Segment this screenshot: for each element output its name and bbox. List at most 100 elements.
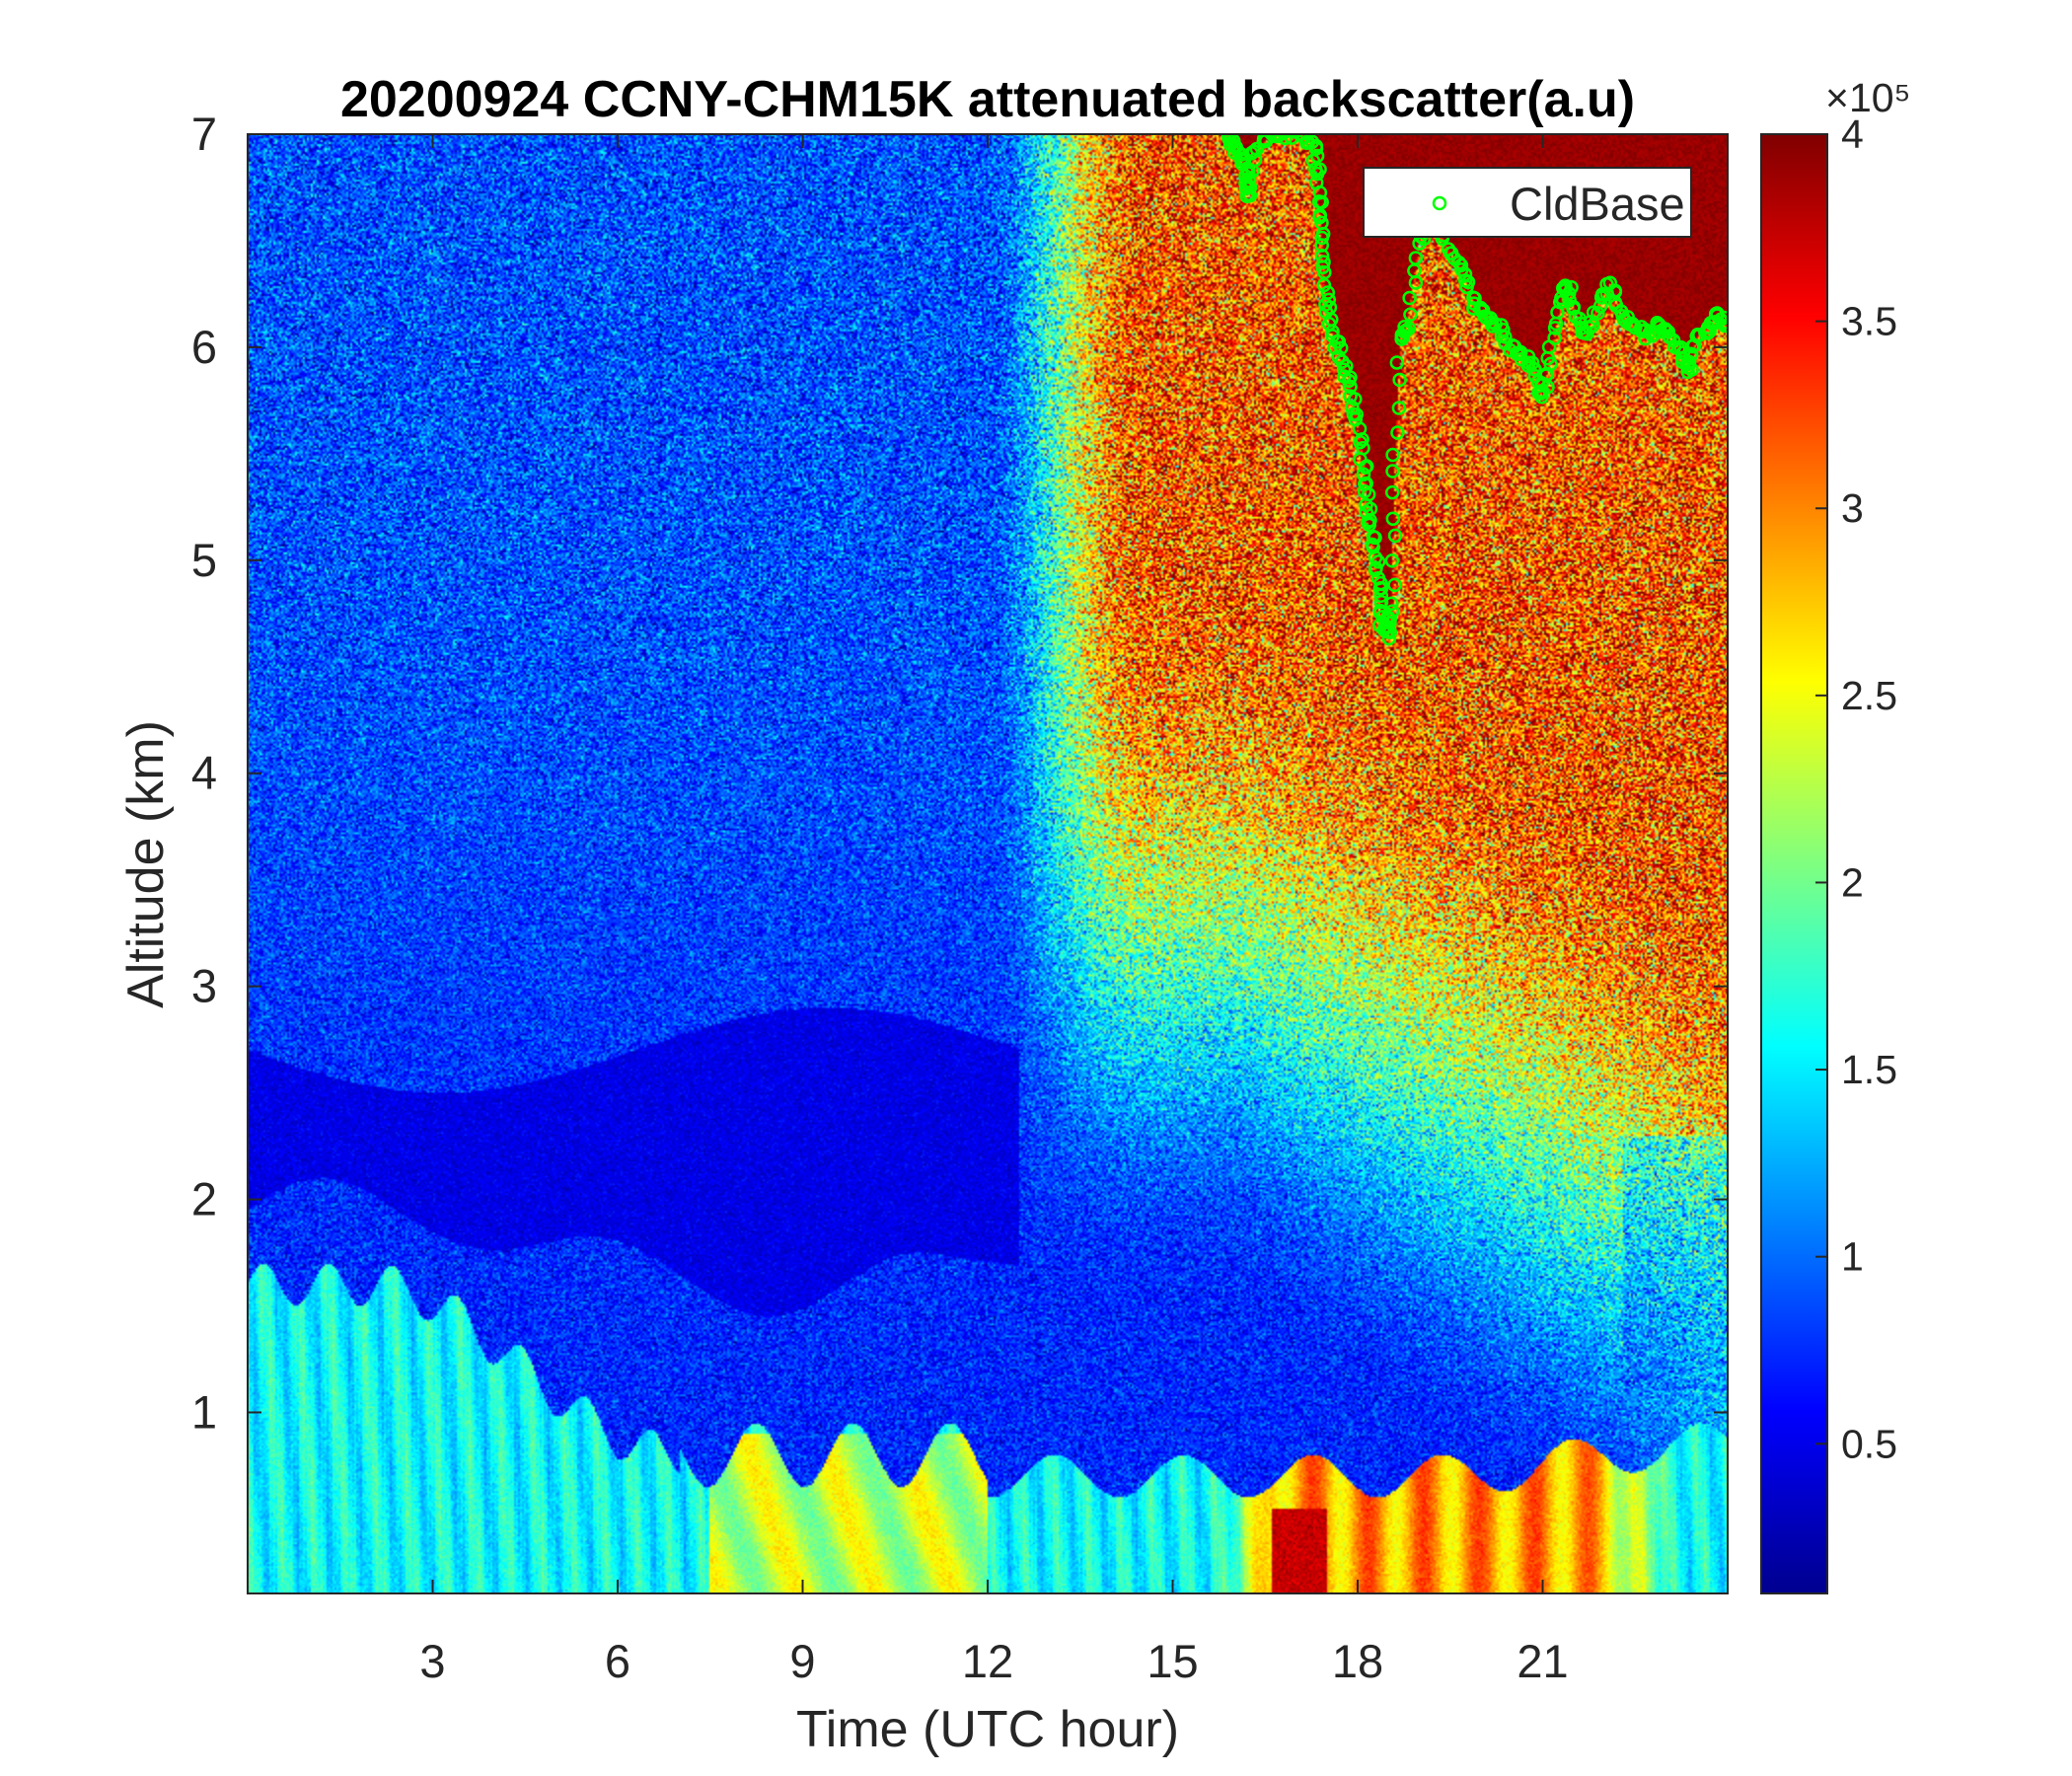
colorbar-tick-label: 1: [1841, 1234, 1864, 1280]
y-tick-label: 7: [191, 108, 217, 160]
cldbase-point: [1312, 185, 1328, 200]
cldbase-point: [1316, 277, 1332, 293]
cldbase-point: [1562, 292, 1577, 308]
cldbase-point: [1373, 581, 1389, 596]
cldbase-point: [1391, 401, 1407, 415]
y-axis-ticks: 1 2 3 4 5 6 7: [191, 108, 1728, 1438]
cldbase-point: [1314, 238, 1330, 253]
colorbar-exponent: ×10⁵: [1825, 75, 1911, 120]
cldbase-point: [1387, 577, 1402, 593]
cldbase-point: [1401, 321, 1417, 336]
x-tick-label: 15: [1147, 1635, 1198, 1687]
cldbase-point: [1343, 379, 1358, 395]
colorbar-ticks: 0.5 1 1.5 2 2.5 3 3.5 4: [1815, 111, 1897, 1466]
cldbase-point: [1358, 460, 1373, 475]
cldbase-point: [1277, 134, 1292, 140]
cldbase-point: [1384, 604, 1400, 619]
cldbase-point: [1561, 286, 1577, 301]
cldbase-point: [1384, 554, 1400, 568]
cldbase-point: [1385, 447, 1400, 463]
cldbase-point: [1684, 346, 1699, 362]
chart-title: 20200924 CCNY-CHM15K attenuated backscat…: [340, 71, 1635, 128]
colorbar-tick-label: 3: [1841, 485, 1864, 531]
cldbase-point: [1316, 255, 1331, 269]
cldbase-point: [1387, 528, 1403, 544]
colorbar: 0.5 1 1.5 2 2.5 3 3.5 4 ×10⁵: [1760, 75, 1911, 1594]
cldbase-point: [1384, 596, 1399, 612]
legend-marker: [1432, 195, 1447, 211]
x-axis-ticks: 3 6 9 12 15 18 21: [419, 134, 1569, 1687]
cldbase-point: [1547, 331, 1562, 345]
y-tick-label: 1: [191, 1385, 217, 1438]
cldbase-point: [1384, 484, 1400, 500]
backscatter-heatmap: [248, 134, 1728, 1593]
x-tick-label: 18: [1332, 1635, 1383, 1687]
cldbase-point: [1368, 530, 1382, 546]
y-tick-label: 3: [191, 960, 217, 1012]
cldbase-point: [1381, 630, 1397, 646]
cldbase-point: [1370, 555, 1386, 569]
cldbase-point: [1246, 144, 1262, 159]
cldbase-point: [1566, 299, 1582, 315]
cldbase-point: [1382, 612, 1398, 627]
cldbase-point: [1359, 504, 1373, 520]
legend-box: [1363, 167, 1692, 238]
colorbar-tick-label: 2.5: [1841, 673, 1897, 718]
x-tick-label: 6: [605, 1635, 630, 1687]
cldbase-point: [1402, 290, 1417, 306]
cldbase-point: [1309, 166, 1325, 182]
legend-label: CldBase: [1510, 178, 1685, 230]
cldbase-point: [1385, 511, 1401, 526]
cldbase-point: [1591, 306, 1605, 321]
cldbase-point: [1403, 307, 1418, 323]
y-tick-label: 2: [191, 1173, 217, 1225]
cldbase-point: [1717, 315, 1728, 330]
cldbase-point: [1582, 321, 1597, 335]
cldbase-point: [1348, 392, 1363, 407]
cldbase-point: [1341, 373, 1357, 389]
colorbar-tick-label: 0.5: [1841, 1421, 1897, 1466]
cldbase-point: [1314, 194, 1329, 210]
cldbase-point: [1498, 330, 1513, 344]
plot-area: [248, 134, 1728, 1593]
x-tick-label: 3: [419, 1635, 445, 1687]
cldbase-point: [1373, 588, 1389, 604]
colorbar-tick-label: 3.5: [1841, 299, 1897, 344]
y-axis-label: Altitude (km): [117, 720, 175, 1008]
cldbase-point: [1408, 251, 1424, 265]
cldbase-point: [1392, 372, 1407, 388]
cldbase-point: [1333, 340, 1349, 355]
colorbar-tick-label: 2: [1841, 859, 1864, 905]
cldbase-point: [1527, 362, 1542, 377]
cldbase-point: [1720, 319, 1728, 333]
cldbase-point: [1451, 256, 1467, 270]
cldbase-point: [1524, 355, 1540, 371]
cldbase-point: [1681, 354, 1697, 370]
cldbase-point: [1242, 180, 1258, 195]
x-tick-label: 21: [1517, 1635, 1568, 1687]
cldbase-point: [1314, 230, 1330, 246]
y-tick-label: 5: [191, 534, 217, 586]
cldbase-point: [1496, 322, 1511, 337]
x-tick-label: 12: [962, 1635, 1013, 1687]
cldbase-point: [1558, 278, 1573, 293]
cldbase-point: [1368, 562, 1383, 578]
cldbase-point: [1270, 134, 1286, 141]
x-axis-label: Time (UTC hour): [796, 1701, 1179, 1758]
cldbase-point: [1717, 310, 1728, 326]
cldbase-point: [1390, 425, 1405, 440]
y-tick-label: 4: [191, 747, 217, 799]
colorbar-tick-label: 4: [1841, 111, 1864, 157]
cldbase-point: [1475, 303, 1491, 318]
cldbase-point: [1241, 186, 1257, 201]
cldbase-point: [1362, 517, 1377, 533]
y-tick-label: 6: [191, 321, 217, 373]
colorbar-tick-label: 1.5: [1841, 1047, 1897, 1092]
colorbar-gradient: [1760, 133, 1828, 1594]
legend: CldBase: [1363, 167, 1692, 238]
plot-frame: [247, 133, 1729, 1594]
x-tick-label: 9: [789, 1635, 815, 1687]
cldbase-point: [1680, 364, 1695, 380]
cldbase-point: [1389, 355, 1405, 370]
